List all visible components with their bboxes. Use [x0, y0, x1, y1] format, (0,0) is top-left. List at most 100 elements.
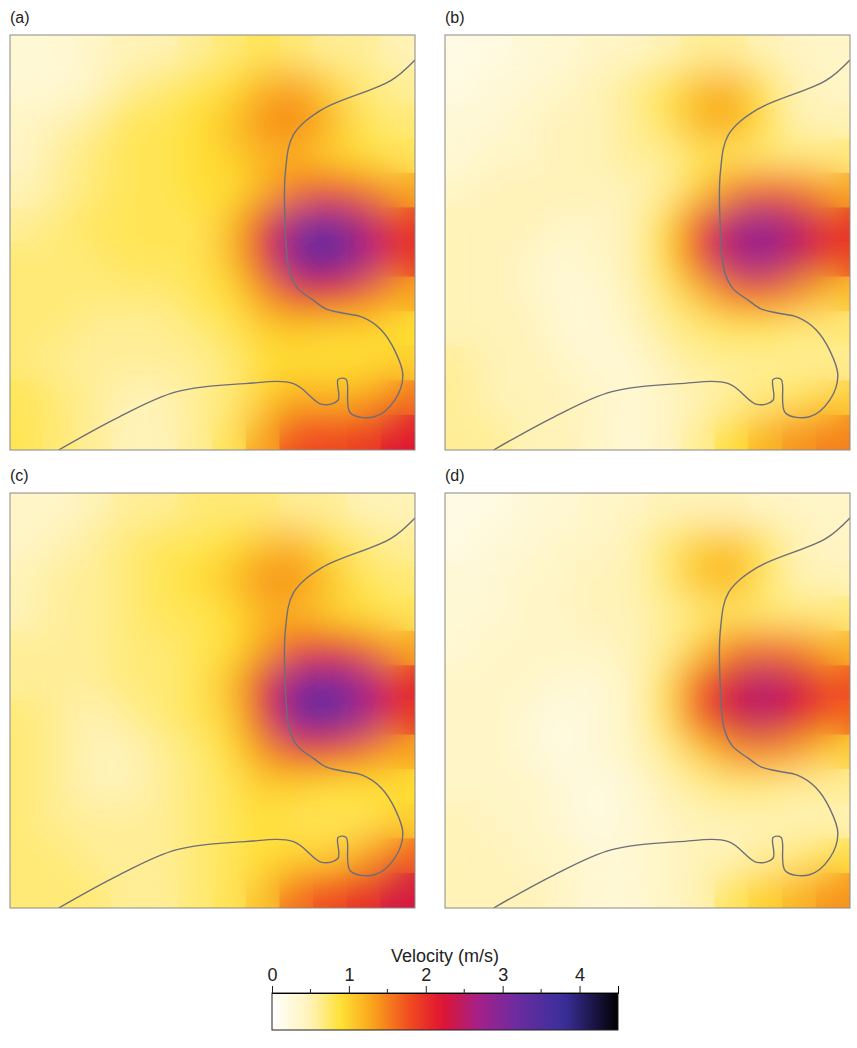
cell — [43, 562, 78, 598]
cell-base — [10, 380, 44, 416]
cell-base — [43, 69, 78, 105]
cell-base — [478, 631, 513, 667]
cell-base — [313, 493, 348, 528]
cell — [347, 311, 382, 347]
cell-base — [111, 277, 146, 313]
cell — [782, 838, 817, 874]
cell-base — [381, 138, 415, 174]
cell-base — [681, 493, 716, 528]
cell-base — [782, 380, 817, 416]
cell-base — [111, 104, 146, 140]
minor-tick-mark — [310, 989, 311, 993]
cell — [111, 838, 146, 874]
cell-base — [347, 665, 382, 701]
cell — [748, 631, 783, 667]
cell-base — [816, 415, 850, 450]
cell — [478, 35, 513, 70]
cell-base — [178, 596, 213, 632]
cell — [347, 277, 382, 313]
cell-base — [347, 242, 382, 278]
cell — [381, 173, 415, 209]
cell — [212, 69, 247, 105]
tick-mark — [580, 986, 581, 993]
cell — [347, 562, 382, 598]
cell-base — [178, 69, 213, 105]
cell-base — [313, 631, 348, 667]
cell-base — [748, 665, 783, 701]
cell-base — [246, 415, 281, 450]
cell — [111, 596, 146, 632]
cell-base — [178, 769, 213, 805]
cell-base — [748, 838, 783, 874]
cell-base — [280, 277, 315, 313]
cell — [546, 69, 581, 105]
cell — [445, 596, 479, 632]
cell-base — [546, 138, 581, 174]
cell — [782, 242, 817, 278]
cell — [580, 873, 615, 908]
cell-base — [246, 562, 281, 598]
cell — [77, 346, 112, 382]
cell — [212, 35, 247, 70]
cell-base — [10, 173, 44, 209]
cell-base — [580, 804, 615, 840]
cell-base — [782, 138, 817, 174]
cell — [246, 346, 281, 382]
cell — [546, 769, 581, 805]
cell-base — [246, 596, 281, 632]
cell — [347, 804, 382, 840]
cell — [613, 346, 648, 382]
cell — [212, 769, 247, 805]
cell — [816, 138, 850, 174]
cell — [77, 735, 112, 771]
cell — [145, 527, 180, 563]
cell — [715, 69, 750, 105]
cell — [10, 35, 44, 70]
cell — [280, 769, 315, 805]
cell-base — [580, 138, 615, 174]
cell-base — [546, 665, 581, 701]
cells-base — [10, 35, 415, 450]
cell-base — [782, 207, 817, 243]
cell — [647, 873, 682, 908]
cell — [647, 700, 682, 736]
cell-base — [748, 735, 783, 771]
cell — [681, 69, 716, 105]
cell-base — [313, 700, 348, 736]
cell-base — [512, 69, 547, 105]
cell — [313, 596, 348, 632]
cell-base — [212, 104, 247, 140]
cell-base — [445, 415, 479, 450]
cell — [43, 277, 78, 313]
cell — [313, 242, 348, 278]
cell-base — [212, 769, 247, 805]
cell — [246, 735, 281, 771]
cell-base — [782, 415, 817, 450]
cell — [681, 207, 716, 243]
cell-base — [580, 104, 615, 140]
cell-base — [313, 242, 348, 278]
cell — [546, 415, 581, 450]
cell-base — [246, 104, 281, 140]
cell — [43, 242, 78, 278]
cell — [613, 735, 648, 771]
cell — [748, 207, 783, 243]
cell — [10, 173, 44, 209]
cell-base — [77, 527, 112, 563]
cell-base — [246, 35, 281, 70]
cell-base — [580, 665, 615, 701]
cell — [445, 242, 479, 278]
cell-base — [647, 207, 682, 243]
cell-base — [313, 35, 348, 70]
cell-base — [10, 346, 44, 382]
cell-base — [715, 562, 750, 598]
cell — [145, 631, 180, 667]
cell-base — [512, 207, 547, 243]
cell — [681, 311, 716, 347]
cell — [512, 380, 547, 416]
cell — [77, 173, 112, 209]
cell-base — [246, 380, 281, 416]
cells — [445, 493, 850, 908]
cell — [512, 873, 547, 908]
cell — [512, 804, 547, 840]
